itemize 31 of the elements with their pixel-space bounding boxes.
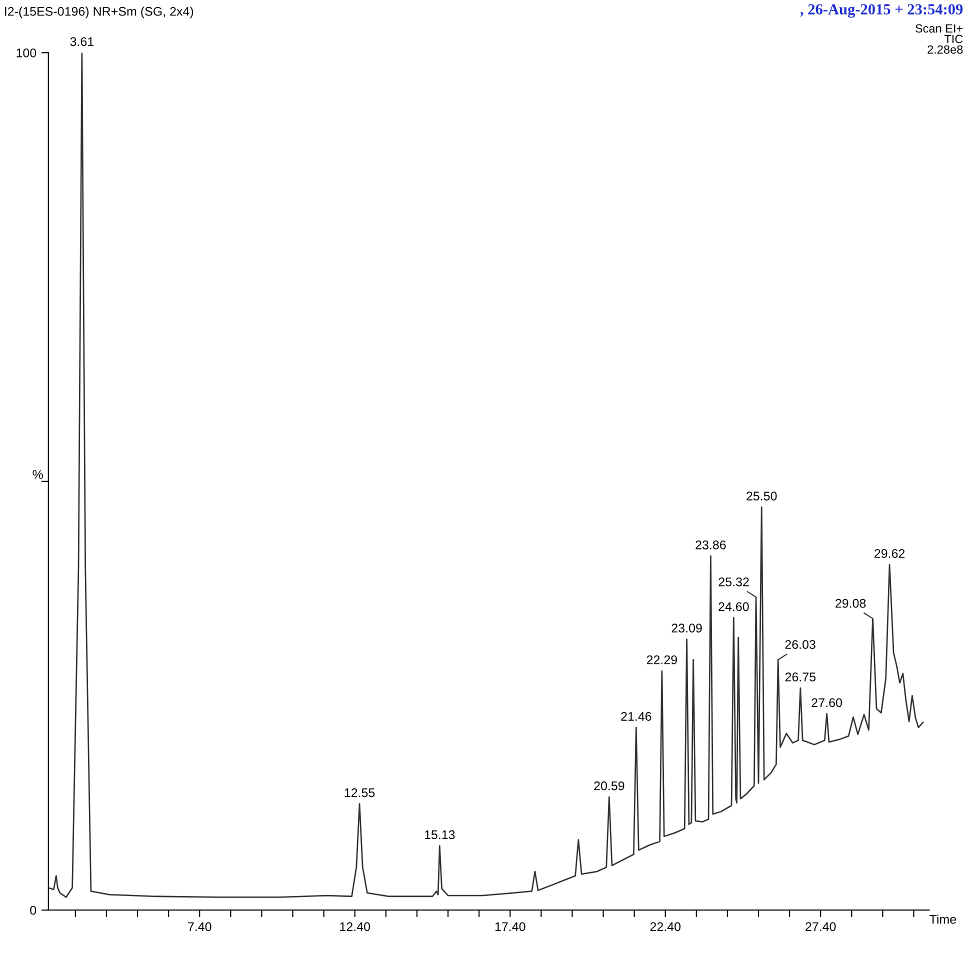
annotation: 15.13 <box>424 830 455 840</box>
annotation: 27.60 <box>812 698 842 708</box>
text: Scan EI+ <box>915 24 963 33</box>
chart-title: I2-(15ES-0196) NR+Sm (SG, 2x4) <box>5 6 194 18</box>
y-axis-title: % <box>32 470 43 479</box>
annotation: 2.28e8 <box>928 45 963 54</box>
annotation: 26.03 <box>785 640 816 649</box>
text: TIC <box>944 34 963 44</box>
line-series <box>48 52 924 898</box>
x-tick-label: 17.40 <box>495 922 526 932</box>
annotation: 24.60 <box>718 602 749 612</box>
x-tick-label: 27.40 <box>806 922 836 932</box>
x-tick-label: 7.40 <box>188 922 212 932</box>
chart-subtitle: , 26-Aug-2015 + 23:54:09 <box>800 4 963 18</box>
annotation: 23.09 <box>672 624 702 633</box>
annotation: 25.32 <box>718 577 749 586</box>
annotation: 22.29 <box>646 655 677 664</box>
annotation: 26.75 <box>785 672 816 682</box>
x-axis-title: Time <box>930 914 956 924</box>
y-tick-label: 100 <box>16 48 36 58</box>
x-tick-label: 12.40 <box>340 922 370 932</box>
x-tick-label: 22.40 <box>650 922 681 932</box>
annotation: 12.55 <box>344 788 375 798</box>
annotation: 21.46 <box>621 712 652 721</box>
annotation: 20.59 <box>594 781 624 790</box>
annotation: 29.62 <box>874 549 905 558</box>
annotation: 29.08 <box>836 598 866 608</box>
annotation: 3.61 <box>70 37 94 46</box>
annotation: 23.86 <box>696 540 726 550</box>
annotation: 25.50 <box>746 492 777 500</box>
y-tick-label: 0 <box>30 906 36 915</box>
